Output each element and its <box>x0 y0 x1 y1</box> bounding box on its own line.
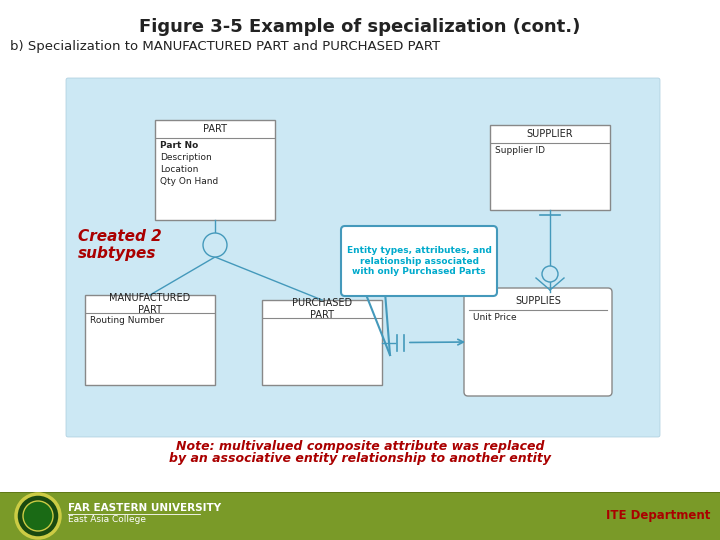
FancyBboxPatch shape <box>464 288 612 396</box>
Text: ITE Department: ITE Department <box>606 510 710 523</box>
Text: Routing Number: Routing Number <box>90 316 164 325</box>
Text: Created 2
subtypes: Created 2 subtypes <box>78 229 162 261</box>
Text: Note: multivalued composite attribute was replaced: Note: multivalued composite attribute wa… <box>176 440 544 453</box>
Text: Part No: Part No <box>160 141 198 150</box>
Text: SUPPLIES: SUPPLIES <box>515 296 561 306</box>
Text: Supplier ID: Supplier ID <box>495 146 545 155</box>
Text: b) Specialization to MANUFACTURED PART and PURCHASED PART: b) Specialization to MANUFACTURED PART a… <box>10 40 440 53</box>
Text: Entity types, attributes, and
relationship associated
with only Purchased Parts: Entity types, attributes, and relationsh… <box>346 246 492 276</box>
Text: Unit Price: Unit Price <box>473 313 517 322</box>
Circle shape <box>16 494 60 538</box>
Text: Description: Description <box>160 153 212 162</box>
FancyBboxPatch shape <box>341 226 497 296</box>
Text: PURCHASED
PART: PURCHASED PART <box>292 298 352 320</box>
Text: FAR EASTERN UNIVERSITY: FAR EASTERN UNIVERSITY <box>68 503 221 513</box>
FancyBboxPatch shape <box>490 125 610 210</box>
Text: PART: PART <box>203 124 227 134</box>
Text: Qty On Hand: Qty On Hand <box>160 177 218 186</box>
Circle shape <box>203 233 227 257</box>
Text: MANUFACTURED
PART: MANUFACTURED PART <box>109 293 191 315</box>
Circle shape <box>23 501 53 531</box>
FancyBboxPatch shape <box>155 120 275 220</box>
Bar <box>0 492 720 540</box>
Text: East Asia College: East Asia College <box>68 516 146 524</box>
Circle shape <box>542 266 558 282</box>
FancyBboxPatch shape <box>262 300 382 385</box>
FancyBboxPatch shape <box>85 295 215 385</box>
FancyBboxPatch shape <box>66 78 660 437</box>
Text: Figure 3-5 Example of specialization (cont.): Figure 3-5 Example of specialization (co… <box>139 18 581 36</box>
Text: by an associative entity relationship to another entity: by an associative entity relationship to… <box>169 452 551 465</box>
Text: Location: Location <box>160 165 199 174</box>
Text: SUPPLIER: SUPPLIER <box>527 129 573 139</box>
